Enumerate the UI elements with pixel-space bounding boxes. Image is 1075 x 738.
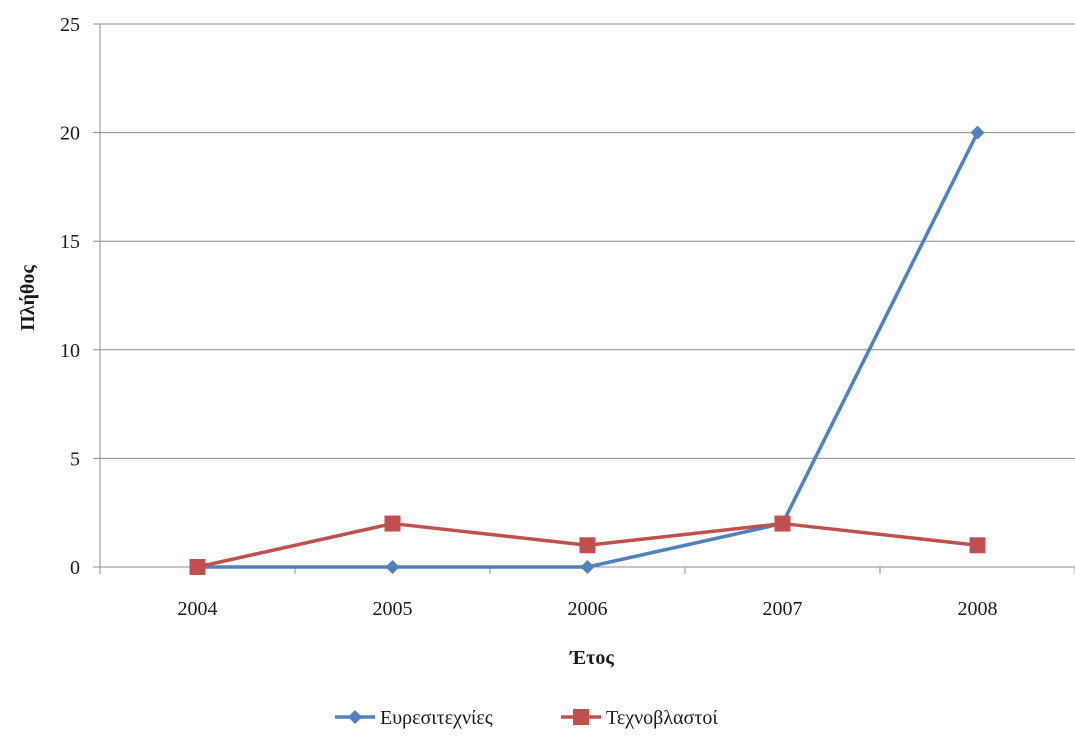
- x-tick-label: 2004: [178, 598, 218, 620]
- x-tick-label: 2006: [568, 598, 608, 620]
- legend-label-2: Τεχνοβλαστοί: [606, 707, 718, 729]
- data-point-series-2: [579, 537, 596, 554]
- data-point-series-2: [384, 515, 401, 532]
- data-point-series-2: [774, 515, 791, 532]
- axis-labels: 0 5 10 15 20 25 2004 2005 2006 2007 2008: [60, 14, 998, 620]
- y-tick-label: 15: [60, 231, 80, 253]
- y-tick-label: 25: [60, 14, 80, 36]
- y-tick-label: 5: [70, 448, 80, 470]
- gridlines: [100, 23, 1075, 459]
- legend-marker-1: [348, 710, 362, 724]
- x-tick-label: 2007: [763, 598, 803, 620]
- data-point-series-1: [970, 125, 985, 140]
- series-group: [189, 125, 986, 575]
- y-axis-title: Πλήθος: [17, 265, 39, 331]
- legend-label-1: Ευρεσιτεχνίες: [380, 707, 493, 729]
- data-point-series-2: [189, 559, 206, 575]
- legend-marker-2: [573, 709, 589, 725]
- y-tick-label: 10: [60, 340, 80, 362]
- axes: [93, 23, 1075, 574]
- x-axis-title: Έτος: [569, 647, 614, 669]
- x-tick-label: 2008: [958, 598, 998, 620]
- legend: Ευρεσιτεχνίες Τεχνοβλαστοί: [335, 707, 718, 729]
- y-tick-label: 20: [60, 123, 80, 145]
- data-point-series-1: [385, 560, 400, 574]
- data-point-series-2: [969, 537, 986, 554]
- x-tick-label: 2005: [373, 598, 413, 620]
- y-tick-label: 0: [70, 557, 80, 579]
- data-point-series-1: [580, 560, 595, 574]
